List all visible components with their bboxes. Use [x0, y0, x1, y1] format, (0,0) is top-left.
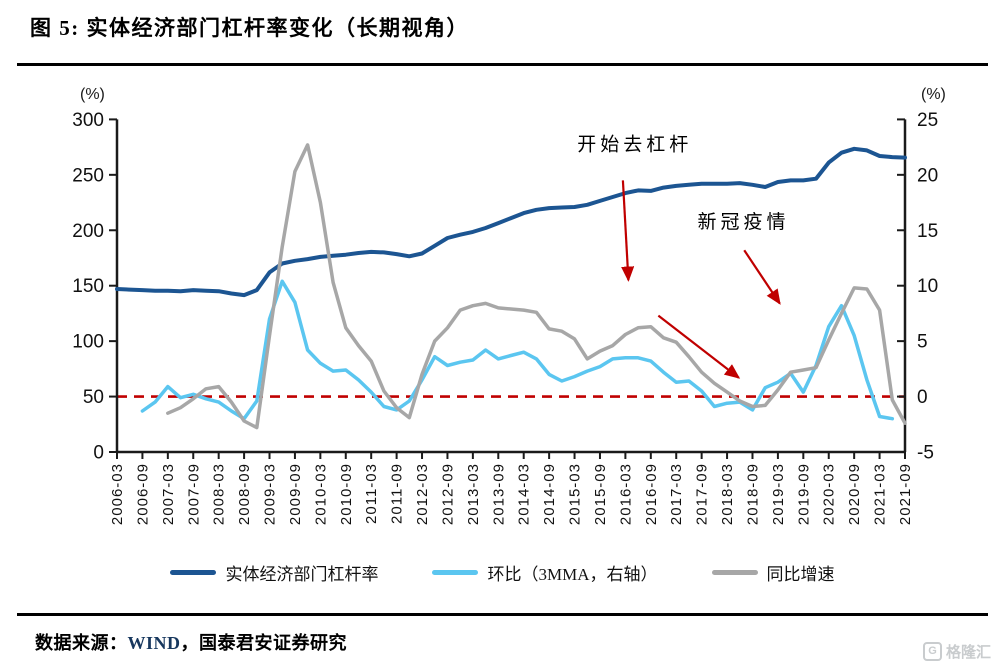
- right-axis-tick-label: 20: [917, 165, 938, 186]
- x-axis-tick-label: 2021-03: [872, 463, 889, 525]
- x-axis-tick-label: 2010-03: [312, 463, 329, 525]
- series-line-0: [115, 146, 907, 298]
- right-axis-tick-label: 25: [917, 110, 938, 131]
- left-axis-tick-label: 100: [72, 332, 104, 353]
- x-axis-tick-label: 2018-09: [744, 463, 761, 525]
- x-axis-tick-label: 2018-03: [719, 463, 736, 525]
- legend-swatch-mom: [432, 570, 479, 575]
- right-axis-tick-label: 0: [917, 387, 928, 408]
- x-axis-tick-label: 2021-09: [897, 463, 914, 525]
- series-line-2: [166, 143, 907, 430]
- x-axis-tick-label: 2006-03: [109, 463, 126, 525]
- x-axis-tick-label: 2006-09: [134, 463, 151, 525]
- right-axis-tick-label: -5: [917, 443, 934, 464]
- left-axis-tick-label: 0: [93, 443, 104, 464]
- left-axis-tick-label: 150: [72, 276, 104, 297]
- data-source-wind: WIND: [127, 633, 181, 653]
- annotation-arrow-2: [743, 249, 781, 305]
- x-axis-tick-label: 2017-09: [694, 463, 711, 525]
- x-axis-tick-label: 2010-09: [338, 463, 355, 525]
- x-axis-tick-label: 2009-09: [287, 463, 304, 525]
- x-axis-tick-label: 2017-03: [668, 463, 685, 525]
- x-axis-tick-label: 2014-03: [516, 463, 533, 525]
- x-axis-tick-label: 2011-09: [389, 463, 406, 524]
- x-axis-tick-label: 2013-03: [465, 463, 482, 525]
- left-axis-tick-label: 250: [72, 165, 104, 186]
- right-axis-tick-label: 10: [917, 276, 938, 297]
- x-axis-tick-label: 2013-09: [490, 463, 507, 525]
- x-axis-tick-label: 2007-09: [185, 463, 202, 525]
- x-axis-tick-label: 2019-03: [770, 463, 787, 525]
- legend-swatch-leverage: [170, 570, 217, 575]
- x-axis-tick-label: 2008-03: [211, 463, 228, 525]
- legend-label-leverage: 实体经济部门杠杆率: [225, 565, 379, 584]
- data-source: 数据来源：WIND，国泰君安证券研究: [35, 629, 347, 655]
- x-axis-tick-label: 2019-09: [795, 463, 812, 525]
- x-axis-tick-label: 2015-09: [592, 463, 609, 525]
- x-axis-tick-label: 2012-03: [414, 463, 431, 525]
- left-axis-tick-label: 300: [72, 110, 104, 131]
- right-axis-tick-label: 5: [917, 332, 928, 353]
- x-axis-tick-label: 2007-03: [160, 463, 177, 525]
- x-axis-tick-label: 2020-09: [846, 463, 863, 525]
- right-axis-tick-label: 15: [917, 221, 938, 242]
- title-divider: [17, 63, 988, 66]
- x-axis-tick-label: 2011-03: [363, 463, 380, 524]
- left-axis-unit-label: (%): [80, 86, 105, 103]
- legend-item-leverage: 实体经济部门杠杆率: [170, 560, 378, 585]
- legend-label-mom: 环比（3MMA，右轴）: [487, 565, 658, 584]
- gelonghui-watermark: G 格隆汇: [922, 641, 991, 662]
- series-line-1: [140, 279, 895, 421]
- data-source-suffix: ，国泰君安证券研究: [180, 633, 348, 653]
- x-axis-tick-label: 2012-09: [439, 463, 456, 525]
- legend-item-mom: 环比（3MMA，右轴）: [432, 560, 658, 585]
- x-axis-tick-label: 2008-09: [236, 463, 253, 525]
- left-axis-tick-label: 200: [72, 221, 104, 242]
- legend-label-yoy: 同比增速: [766, 565, 835, 584]
- footer-divider: [17, 613, 988, 616]
- legend-item-yoy: 同比增速: [711, 560, 835, 585]
- right-axis-unit-label: (%): [921, 86, 946, 103]
- x-axis-tick-label: 2016-03: [617, 463, 634, 525]
- x-axis-tick-label: 2020-03: [821, 463, 838, 525]
- annotation-arrow-1: [657, 314, 741, 379]
- gelonghui-watermark-text: 格隆汇: [945, 644, 991, 661]
- gelonghui-logo-icon: G: [922, 642, 942, 661]
- annotation-text-0: 开始去杠杆: [577, 133, 692, 155]
- annotation-arrow-0: [621, 180, 635, 282]
- left-axis-tick-label: 50: [83, 387, 104, 408]
- chart-legend: 实体经济部门杠杆率 环比（3MMA，右轴） 同比增速: [0, 560, 1005, 585]
- x-axis-tick-label: 2014-09: [541, 463, 558, 525]
- x-axis-tick-label: 2015-03: [567, 463, 584, 525]
- figure-title: 图 5: 实体经济部门杠杆率变化（长期视角）: [30, 16, 469, 40]
- x-axis-tick-label: 2016-09: [643, 463, 660, 525]
- annotation-text-1: 新冠疫情: [697, 211, 789, 233]
- data-source-prefix: 数据来源：: [35, 633, 128, 653]
- legend-swatch-yoy: [711, 570, 758, 575]
- x-axis-tick-label: 2009-03: [262, 463, 279, 525]
